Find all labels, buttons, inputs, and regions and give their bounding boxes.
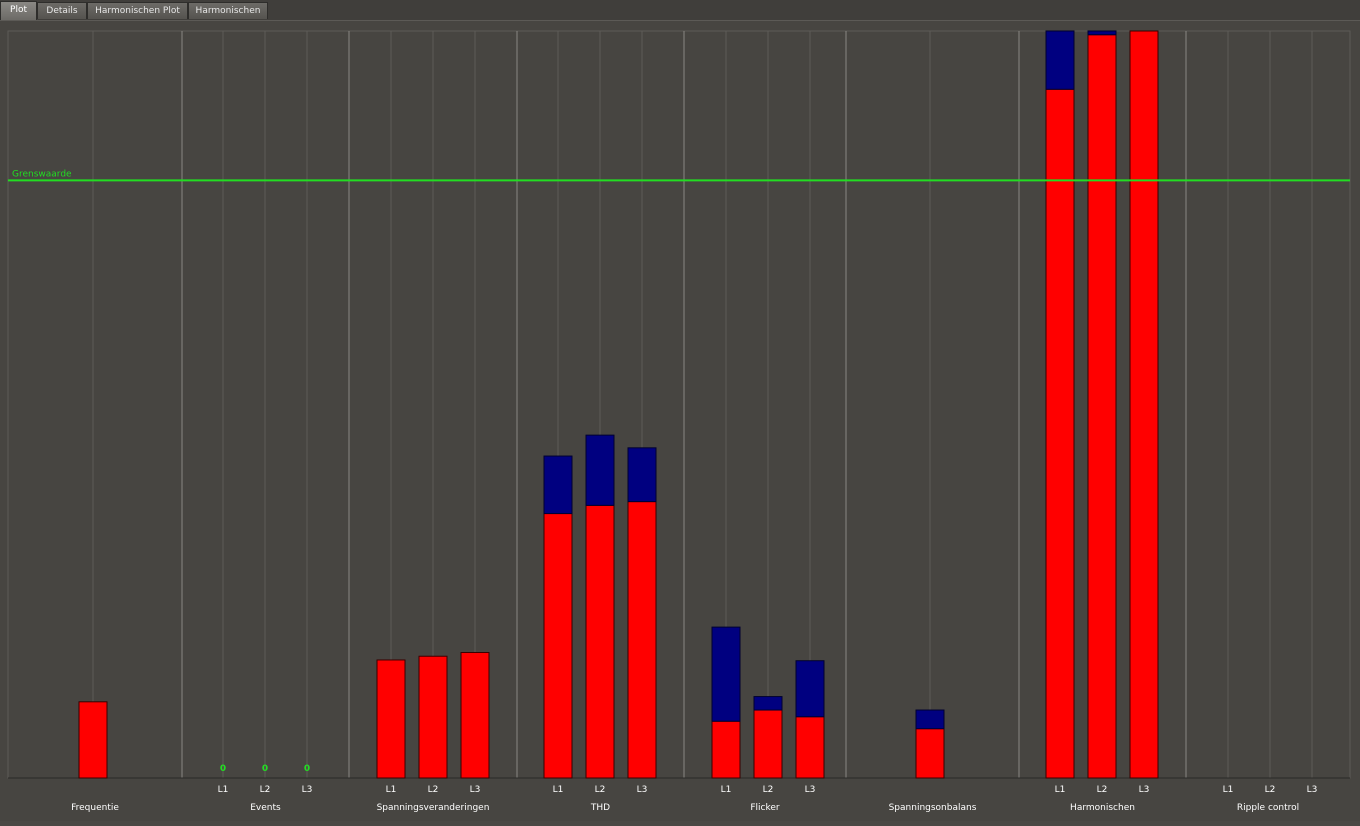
bar-2-0-red <box>376 659 406 779</box>
group-label-6: Harmonischen <box>1070 803 1135 813</box>
tab-plot[interactable]: Plot <box>0 1 37 20</box>
bar-2-1-red <box>418 655 448 779</box>
phase-tick-label-2-1: L2 <box>428 785 439 795</box>
bar-chart: Grenswaarde 0 0 0 Frequentie L1 L2 L3 Events L1 L2… <box>7 30 1351 813</box>
plot-panel: Grenswaarde 0 0 0 Frequentie L1 L2 L3 Events L1 L2… <box>0 20 1360 821</box>
bar-4-2-red <box>795 716 825 779</box>
group-label-2: Spanningsveranderingen <box>377 803 490 813</box>
bar-4-2-blue <box>795 660 825 718</box>
bar-4-0-red <box>711 720 741 779</box>
bar-0-0-red <box>78 701 108 779</box>
phase-tick-label-3-1: L2 <box>595 785 606 795</box>
phase-tick-label-6-0: L1 <box>1055 785 1066 795</box>
phase-tick-label-7-1: L2 <box>1265 785 1276 795</box>
tab-harmonischen[interactable]: Harmonischen <box>188 2 268 19</box>
zero-value-label-1-2: 0 <box>304 764 310 774</box>
tab-harmonischen-plot[interactable]: Harmonischen Plot <box>87 2 188 19</box>
bar-6-0-red <box>1045 88 1075 779</box>
zero-value-label-1-1: 0 <box>262 764 268 774</box>
tab-bar: Plot Details Harmonischen Plot Harmonisc… <box>0 0 1360 20</box>
phase-tick-label-7-2: L3 <box>1307 785 1318 795</box>
phase-tick-label-7-0: L1 <box>1223 785 1234 795</box>
bar-3-0-red <box>543 513 573 779</box>
bar-4-1-blue <box>753 696 783 711</box>
bar-4-0-blue <box>711 626 741 722</box>
limit-line-label: Grenswaarde <box>12 169 72 179</box>
bar-3-0-blue <box>543 455 573 515</box>
phase-tick-label-1-0: L1 <box>218 785 229 795</box>
bar-3-1-red <box>585 504 615 779</box>
phase-tick-label-4-2: L3 <box>805 785 816 795</box>
group-label-1: Events <box>250 803 281 813</box>
bar-3-2-blue <box>627 447 657 503</box>
group-label-0: Frequentie <box>71 803 119 813</box>
phase-tick-label-6-1: L2 <box>1097 785 1108 795</box>
phase-tick-label-2-0: L1 <box>386 785 397 795</box>
bar-3-1-blue <box>585 434 615 506</box>
phase-tick-label-6-2: L3 <box>1139 785 1150 795</box>
phase-tick-label-4-1: L2 <box>763 785 774 795</box>
group-label-4: Flicker <box>750 803 780 813</box>
bar-6-1-red <box>1087 34 1117 779</box>
group-label-5: Spanningsonbalans <box>889 803 977 813</box>
bar-6-1-blue <box>1087 30 1117 36</box>
phase-tick-label-1-2: L3 <box>302 785 313 795</box>
phase-tick-label-1-1: L2 <box>260 785 271 795</box>
bar-4-1-red <box>753 709 783 779</box>
phase-tick-label-3-0: L1 <box>553 785 564 795</box>
zero-value-label-1-0: 0 <box>220 764 226 774</box>
bar-5-0-red <box>915 728 945 779</box>
bar-3-2-red <box>627 501 657 779</box>
group-label-3: THD <box>590 803 610 813</box>
phase-tick-label-4-0: L1 <box>721 785 732 795</box>
group-label-7: Ripple control <box>1237 803 1299 813</box>
bar-6-2-red <box>1129 30 1159 779</box>
phase-tick-label-2-2: L3 <box>470 785 481 795</box>
tab-details[interactable]: Details <box>37 2 87 19</box>
bar-2-2-red <box>460 652 490 779</box>
bar-6-0-blue <box>1045 30 1075 90</box>
phase-tick-label-3-2: L3 <box>637 785 648 795</box>
bar-5-0-blue <box>915 709 945 730</box>
